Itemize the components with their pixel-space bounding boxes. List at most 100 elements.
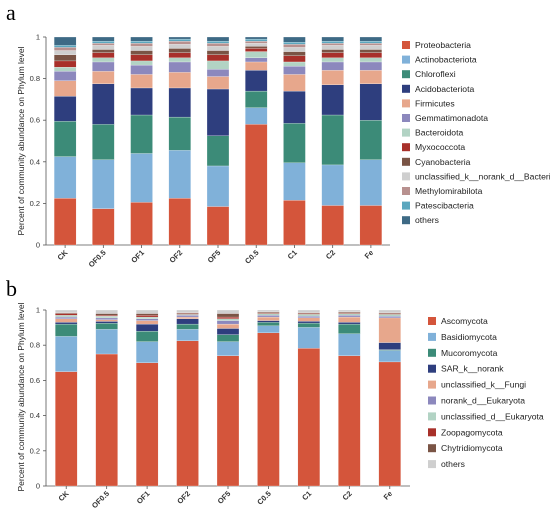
legend-item: Cyanobacteria — [402, 157, 471, 167]
bar-segment-acidobacteriota-ck — [53, 96, 77, 122]
bar-segment-chloroflexi-of5 — [206, 135, 230, 167]
bar-segment-mucoromycota-of5 — [216, 334, 240, 342]
legend-item: SAR_k__norank — [428, 364, 504, 374]
bar-segment-basidiomycota-of0-5 — [95, 329, 118, 355]
bar-segment-myxococcota-c0-5 — [245, 48, 268, 52]
bar-segment-patescibacteria-fe — [359, 41, 383, 44]
x-tick-label: OF2 — [175, 489, 192, 506]
legend-swatch — [428, 428, 436, 437]
bar-segment-cyanobacteria-of1 — [130, 50, 153, 55]
bar-segment-chytridiomycota-ck — [55, 312, 78, 314]
bar-segment-cyanobacteria-of5 — [206, 50, 230, 55]
bar-segment-unclassified-d-eukaryota-ck — [55, 315, 78, 318]
bar-segment-proteobacteria-of5 — [206, 206, 230, 246]
bar-segment-acidobacteriota-fe — [359, 83, 383, 121]
y-tick-label: 0.2 — [30, 199, 40, 208]
legend-label: Chloroflexi — [415, 69, 456, 79]
bar-segment-gemmatimonadota-of2 — [168, 61, 191, 73]
bar-segment-sar-k-norank-of0-5 — [95, 321, 118, 324]
bar-segment-actinobacteriota-c0-5 — [245, 107, 268, 125]
bar-segment-firmicutes-of1 — [130, 74, 153, 89]
legend-label: others — [415, 215, 439, 225]
legend-item: Mucoromycota — [428, 348, 498, 358]
bar-segment-methylomirabilota-of5 — [206, 43, 230, 47]
bars-a — [53, 36, 383, 246]
bar-segment-norank-d-eukaryota-of0-5 — [95, 317, 118, 320]
bar-segment-proteobacteria-of2 — [168, 198, 191, 246]
bar-segment-chloroflexi-of1 — [130, 114, 153, 154]
bar-segment-norank-d-eukaryota-of5 — [216, 320, 240, 325]
bar-segment-chytridiomycota-of1 — [135, 313, 159, 316]
bar-segment-unclassified-k-norank-d-bacteria-ck — [53, 50, 77, 55]
bar-segment-gemmatimonadota-c2 — [321, 61, 344, 71]
bar-segment-patescibacteria-of0-5 — [92, 41, 115, 44]
bar-segment-zoopagomycota-of2 — [176, 313, 199, 315]
bar-segment-bacteroidota-of1 — [130, 60, 153, 66]
legend-item: Myxococcota — [402, 142, 465, 152]
bar-segment-myxococcota-c1 — [283, 55, 306, 63]
bar-segment-zoopagomycota-of0-5 — [95, 315, 118, 317]
bar-segment-ascomycota-of1 — [135, 362, 159, 487]
bar-segment-chloroflexi-of2 — [168, 116, 191, 151]
bar-segment-unclassified-k-norank-d-bacteria-of0-5 — [92, 45, 115, 50]
bar-segment-proteobacteria-ck — [53, 198, 77, 246]
bar-segment-acidobacteriota-of5 — [206, 88, 230, 136]
legend-label: Mucoromycota — [441, 348, 498, 358]
legend-label: Ascomycota — [441, 316, 488, 326]
bar-segment-basidiomycota-ck — [55, 336, 78, 372]
legend-swatch — [428, 364, 436, 373]
bar-segment-zoopagomycota-c2 — [338, 312, 361, 314]
legend-item: Acidobacteriota — [402, 84, 474, 94]
legend-label: unclassified_d__Eukaryota — [441, 411, 544, 421]
panel-b: b Percent of community abundance on Phyl… — [6, 276, 544, 510]
bar-segment-chloroflexi-c1 — [283, 123, 306, 163]
legend-swatch — [402, 99, 410, 108]
bar-segment-unclassified-d-eukaryota-c1 — [297, 314, 321, 317]
legend-label: Patescibacteria — [415, 201, 474, 211]
bar-segment-unclassified-d-eukaryota-fe — [378, 314, 401, 317]
legend-label: others — [441, 459, 465, 469]
y-tick-label: 0.4 — [30, 157, 40, 166]
bar-segment-others-c2 — [321, 36, 344, 42]
bar-segment-basidiomycota-fe — [378, 350, 401, 363]
bar-segment-chloroflexi-fe — [359, 120, 383, 160]
x-tick-label: OF1 — [129, 248, 146, 265]
bar-segment-bacteroidota-c0-5 — [245, 51, 268, 58]
bar-segment-others-ck — [55, 309, 78, 313]
legend-a: Proteobacteria Actinobacteriota Chloroflex… — [402, 40, 550, 225]
bar-segment-mucoromycota-c1 — [297, 322, 321, 328]
bar-segment-chytridiomycota-fe — [378, 312, 401, 314]
bar-segment-ascomycota-fe — [378, 361, 401, 487]
legend-item: Bacteroidota — [402, 128, 463, 138]
legend-swatch — [402, 172, 410, 181]
bar-segment-gemmatimonadota-c1 — [283, 65, 306, 75]
x-axis-a: CK OF0.5 OF1 OF2 OF5 C0.5 C1 C2 Fe — [55, 245, 375, 269]
bar-segment-methylomirabilota-of2 — [168, 41, 191, 45]
bar-segment-bacteroidota-of0-5 — [92, 57, 115, 63]
bar-segment-basidiomycota-of1 — [135, 341, 159, 363]
bar-segment-sar-k-norank-c0-5 — [257, 320, 280, 323]
bar-segment-proteobacteria-c0-5 — [245, 124, 268, 246]
bar-segment-zoopagomycota-of1 — [135, 315, 159, 318]
bar-segment-gemmatimonadota-ck — [53, 71, 77, 81]
bar-segment-ascomycota-c2 — [338, 355, 361, 487]
legend-swatch — [402, 187, 410, 195]
bar-segment-others-of5 — [216, 309, 240, 314]
x-tick-label: C2 — [341, 489, 354, 502]
legend-swatch — [402, 157, 410, 166]
x-tick-label: OF2 — [168, 248, 185, 265]
bar-segment-others-of1 — [130, 36, 153, 42]
bar-segment-firmicutes-c1 — [283, 74, 306, 92]
bar-segment-basidiomycota-of5 — [216, 341, 240, 356]
bar-segment-chloroflexi-ck — [53, 121, 77, 157]
legend-label: SAR_k__norank — [441, 364, 504, 374]
legend-swatch — [428, 317, 436, 325]
bar-segment-patescibacteria-of1 — [130, 41, 153, 44]
bar-segment-mucoromycota-of0-5 — [95, 323, 118, 330]
bar-segment-others-fe — [359, 36, 383, 42]
bar-segment-others-ck — [53, 36, 77, 46]
bar-segment-bacteroidota-c2 — [321, 57, 344, 63]
bar-segment-ascomycota-c0-5 — [257, 332, 280, 487]
bar-segment-firmicutes-of2 — [168, 72, 191, 89]
bar-segment-actinobacteriota-of0-5 — [92, 159, 115, 209]
